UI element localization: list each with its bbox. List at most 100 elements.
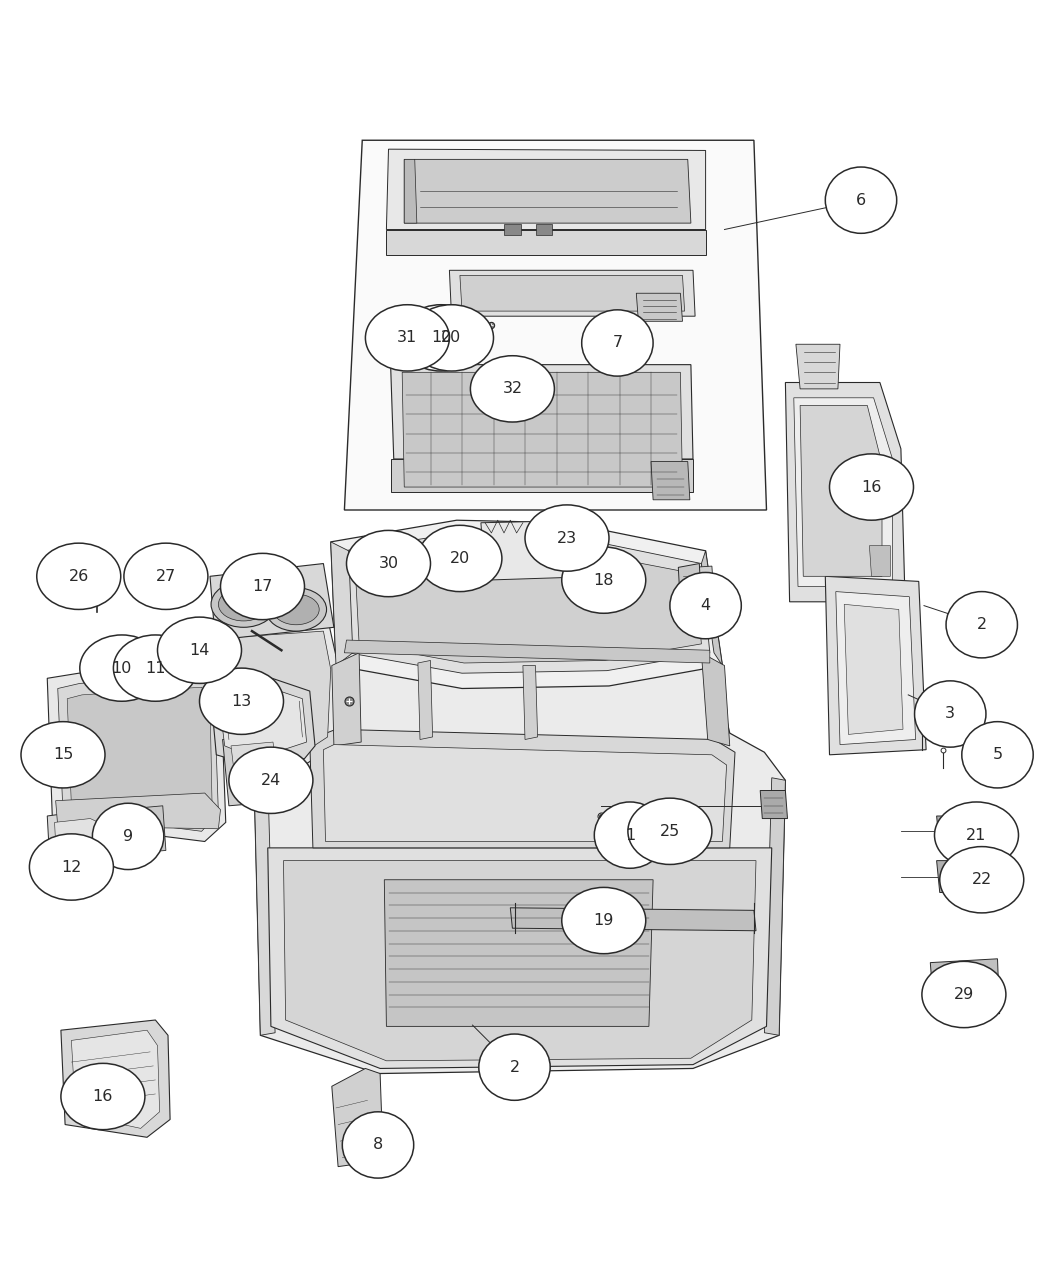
Text: 11: 11: [145, 660, 166, 676]
Ellipse shape: [962, 722, 1033, 788]
Polygon shape: [930, 959, 1000, 1017]
Ellipse shape: [220, 553, 304, 620]
Polygon shape: [617, 806, 649, 831]
Polygon shape: [481, 520, 603, 580]
Text: 16: 16: [92, 1089, 113, 1104]
Text: 31: 31: [397, 330, 418, 346]
Text: 20: 20: [441, 330, 462, 346]
Text: 4: 4: [700, 598, 711, 613]
Text: 12: 12: [61, 859, 82, 875]
Polygon shape: [61, 1020, 170, 1137]
Ellipse shape: [124, 543, 208, 609]
Polygon shape: [284, 861, 756, 1061]
Polygon shape: [67, 687, 212, 821]
Polygon shape: [836, 592, 916, 745]
Polygon shape: [785, 382, 905, 602]
Polygon shape: [355, 546, 701, 663]
Text: 26: 26: [68, 569, 89, 584]
Polygon shape: [71, 1030, 160, 1128]
Polygon shape: [254, 778, 275, 1035]
Polygon shape: [332, 653, 361, 746]
Polygon shape: [937, 816, 987, 848]
Text: 20: 20: [449, 551, 470, 566]
Polygon shape: [191, 618, 338, 765]
Polygon shape: [449, 270, 695, 316]
Polygon shape: [396, 329, 429, 349]
Polygon shape: [344, 140, 766, 510]
Ellipse shape: [211, 581, 276, 627]
Text: 19: 19: [593, 913, 614, 928]
Ellipse shape: [582, 310, 653, 376]
Polygon shape: [386, 149, 706, 230]
Polygon shape: [47, 810, 110, 873]
Polygon shape: [344, 533, 710, 673]
Ellipse shape: [29, 834, 113, 900]
Polygon shape: [174, 638, 207, 666]
Text: 3: 3: [945, 706, 956, 722]
Polygon shape: [331, 542, 353, 666]
Ellipse shape: [80, 635, 164, 701]
Text: 18: 18: [593, 572, 614, 588]
Ellipse shape: [562, 547, 646, 613]
Polygon shape: [844, 604, 903, 734]
Text: 5: 5: [992, 747, 1003, 762]
Ellipse shape: [266, 588, 327, 631]
Ellipse shape: [479, 1034, 550, 1100]
Polygon shape: [47, 663, 226, 842]
Ellipse shape: [825, 167, 897, 233]
Polygon shape: [796, 344, 840, 389]
Polygon shape: [200, 631, 331, 755]
Polygon shape: [331, 520, 722, 688]
Polygon shape: [218, 686, 307, 759]
Text: 16: 16: [861, 479, 882, 495]
Text: 6: 6: [856, 193, 866, 208]
Polygon shape: [510, 908, 756, 931]
Polygon shape: [310, 729, 735, 848]
Text: 2: 2: [976, 617, 987, 632]
Ellipse shape: [418, 525, 502, 592]
Polygon shape: [323, 745, 727, 842]
Ellipse shape: [940, 847, 1024, 913]
Ellipse shape: [158, 617, 242, 683]
Polygon shape: [55, 819, 104, 867]
Polygon shape: [825, 576, 926, 755]
Text: 14: 14: [189, 643, 210, 658]
Polygon shape: [460, 275, 685, 311]
Polygon shape: [386, 230, 706, 255]
Polygon shape: [523, 666, 538, 740]
Polygon shape: [701, 653, 730, 746]
Text: 27: 27: [155, 569, 176, 584]
Ellipse shape: [470, 356, 554, 422]
Ellipse shape: [670, 572, 741, 639]
Polygon shape: [223, 733, 289, 806]
Text: 10: 10: [430, 330, 452, 346]
Ellipse shape: [628, 798, 712, 864]
Polygon shape: [701, 551, 722, 666]
Text: 30: 30: [378, 556, 399, 571]
Polygon shape: [678, 564, 701, 606]
Polygon shape: [536, 224, 552, 235]
Polygon shape: [210, 564, 334, 640]
Ellipse shape: [37, 543, 121, 609]
Text: 21: 21: [966, 827, 987, 843]
Text: 23: 23: [556, 530, 578, 546]
Ellipse shape: [922, 961, 1006, 1028]
Ellipse shape: [525, 505, 609, 571]
Polygon shape: [56, 793, 220, 829]
Polygon shape: [418, 660, 433, 740]
Ellipse shape: [562, 887, 646, 954]
Ellipse shape: [342, 1112, 414, 1178]
Text: 1: 1: [625, 827, 635, 843]
Ellipse shape: [346, 530, 430, 597]
Text: 24: 24: [260, 773, 281, 788]
Ellipse shape: [830, 454, 914, 520]
Polygon shape: [121, 806, 166, 854]
Text: 8: 8: [373, 1137, 383, 1153]
Ellipse shape: [113, 635, 197, 701]
Polygon shape: [268, 848, 772, 1068]
Text: 2: 2: [509, 1060, 520, 1075]
Polygon shape: [332, 1068, 383, 1167]
Polygon shape: [636, 293, 682, 321]
Polygon shape: [800, 405, 882, 576]
Text: 25: 25: [659, 824, 680, 839]
